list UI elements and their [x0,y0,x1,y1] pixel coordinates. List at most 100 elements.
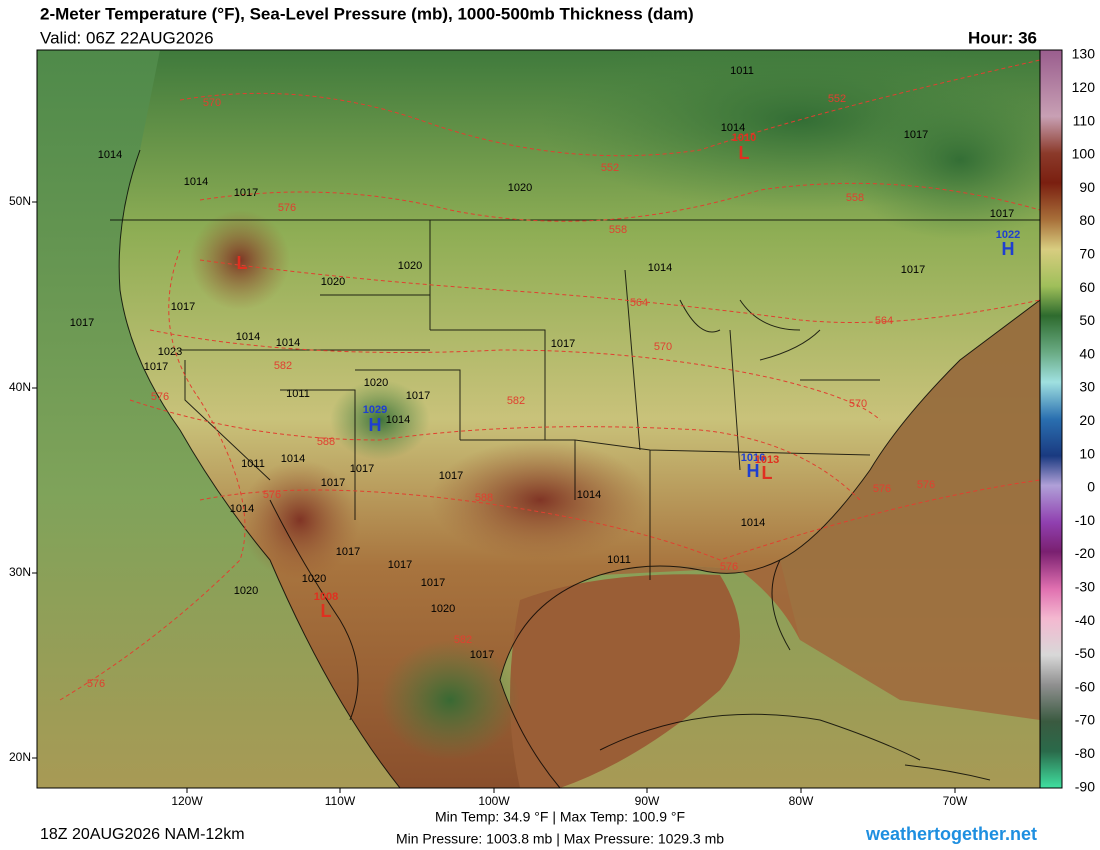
isobar-label: 1017 [350,463,374,475]
isobar-label: 1017 [904,129,928,141]
pressure-center-letter: H [1002,239,1015,259]
pressure-center-value: 1016 [741,452,765,464]
lon-label: 100W [478,794,510,808]
isobar-label: 1020 [321,276,345,288]
thickness-label: 576 [917,479,935,491]
colorbar-label: -50 [1075,645,1095,661]
colorbar-label: 50 [1079,312,1095,328]
isobar-label: 1014 [648,262,672,274]
thickness-label: 564 [875,315,893,327]
colorbar-label: -70 [1075,712,1095,728]
isobar-label: 1017 [70,317,94,329]
thickness-label: 582 [274,360,292,372]
pressure-center-value: 1010 [732,132,756,144]
isobar-label: 1020 [364,377,388,389]
isobar-label: 1017 [144,361,168,373]
valid-time: Valid: 06Z 22AUG2026 [40,28,214,47]
isobar-label: 1017 [171,301,195,313]
isobar-label: 1017 [551,338,575,350]
isobar-label: 1011 [607,554,631,566]
thickness-label: 558 [846,192,864,204]
colorbar-label: -30 [1075,579,1095,595]
lat-label: 20N [9,750,31,764]
lon-label: 80W [789,794,814,808]
thickness-label: 588 [317,436,335,448]
isobar-label: 1017 [406,390,430,402]
colorbar-label: 20 [1079,412,1095,428]
isobar-label: 1014 [721,122,745,134]
thickness-label: 570 [203,97,221,109]
thickness-label: 588 [475,492,493,504]
isobar-label: 1017 [901,264,925,276]
colorbar-label: -90 [1075,778,1095,794]
pressure-center-letter: L [237,253,248,273]
pressure-center-letter: L [321,601,332,621]
colorbar-label: 120 [1072,79,1096,95]
colorbar-label: 80 [1079,212,1095,228]
isobar-label: 1014 [276,337,300,349]
colorbar-label: 60 [1079,279,1095,295]
temp-range: Min Temp: 34.9 °F | Max Temp: 100.9 °F [435,809,685,825]
model-run: 18Z 20AUG2026 NAM-12km [40,826,245,843]
isobar-label: 1023 [158,346,182,358]
lat-label: 50N [9,194,31,208]
colorbar-label: 0 [1087,479,1095,495]
isobar-label: 1020 [398,260,422,272]
colorbar-label: 70 [1079,246,1095,262]
isobar-label: 1014 [577,489,601,501]
pressure-center-letter: H [369,415,382,435]
thickness-label: 576 [263,489,281,501]
colorbar-label: -10 [1075,512,1095,528]
isobar-label: 1017 [234,187,258,199]
lon-label: 110W [325,794,356,808]
lat-label: 40N [9,380,31,394]
isobar-label: 1014 [741,517,765,529]
colorbar-label: -60 [1075,678,1095,694]
thickness-label: 552 [601,162,619,174]
colorbar [1039,49,1063,789]
colorbar-label: 130 [1072,46,1096,62]
lon-label: 120W [171,794,203,808]
thickness-label: 576 [87,678,105,690]
isobar-label: 1011 [241,458,265,470]
lon-label: 70W [943,794,968,808]
colorbar-label: 10 [1079,445,1095,461]
thickness-label: 582 [454,634,472,646]
thickness-label: 576 [278,202,296,214]
isobar-label: 1014 [386,414,410,426]
pressure-range: Min Pressure: 1003.8 mb | Max Pressure: … [396,831,724,847]
pressure-center-value: 1013 [755,454,779,466]
isobar-label: 1020 [508,182,532,194]
isobar-label: 1017 [990,208,1014,220]
pressure-center-letter: L [739,143,750,163]
brand[interactable]: weathertogether.net [865,824,1037,844]
isobar-label: 1014 [236,331,260,343]
thickness-label: 552 [828,93,846,105]
isobar-label: 1014 [98,149,122,161]
title: 2-Meter Temperature (°F), Sea-Level Pres… [40,4,694,23]
pressure-center-letter: L [762,463,773,483]
pressure-center-value: 1008 [314,591,338,603]
isobar-label: 1014 [230,503,254,515]
thickness-label: 576 [720,561,738,573]
isobar-label: 1017 [388,559,412,571]
colorbar-label: 30 [1079,379,1095,395]
isobar-label: 1017 [439,470,463,482]
isobar-label: 1017 [336,546,360,558]
isobar-label: 1014 [184,176,208,188]
isobar-label: 1014 [281,453,305,465]
thickness-label: 576 [151,391,169,403]
thickness-label: 558 [609,224,627,236]
colorbar-label: -40 [1075,612,1095,628]
forecast-hour: Hour: 36 [968,28,1037,47]
pressure-center-value: 1022 [996,229,1020,241]
colorbar-label: 100 [1072,146,1096,162]
isobar-label: 1020 [302,573,326,585]
isobar-label: 1020 [234,585,258,597]
isobar-label: 1020 [431,603,455,615]
colorbar-label: -80 [1075,745,1095,761]
thickness-label: 570 [849,398,867,410]
colorbar-label: 40 [1079,345,1095,361]
lat-label: 30N [9,565,31,579]
isobar-label: 1017 [421,577,445,589]
